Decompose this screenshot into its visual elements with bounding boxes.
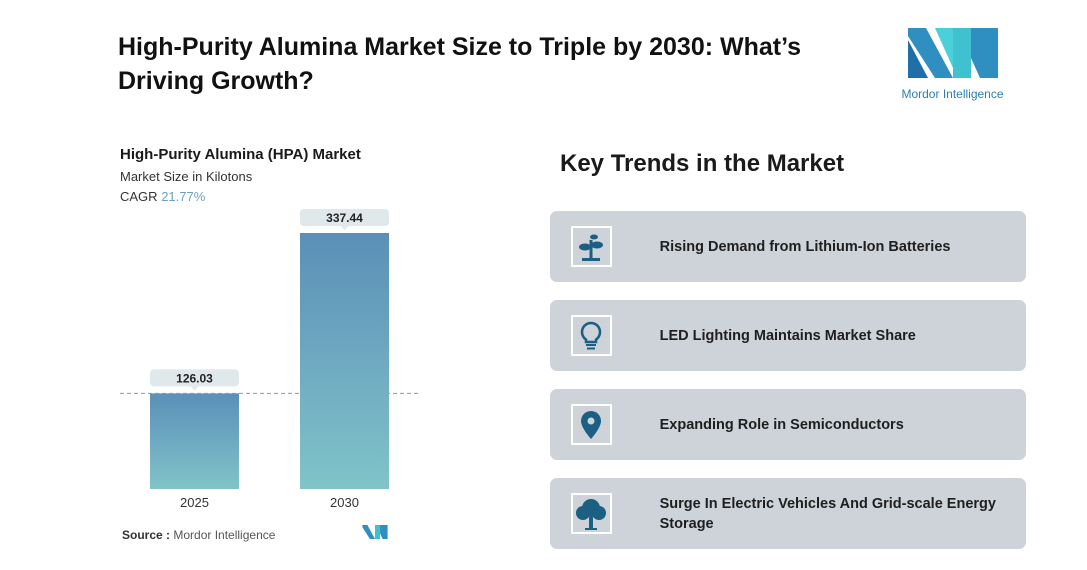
bar bbox=[300, 233, 389, 489]
trend-label: Expanding Role in Semiconductors bbox=[659, 416, 904, 433]
x-tick-label: 2030 bbox=[330, 495, 359, 510]
location-pin-icon bbox=[571, 404, 612, 445]
cagr-value: 21.77% bbox=[161, 189, 206, 204]
bar-chart: 126.03 2025 337.44 2030 bbox=[120, 209, 420, 510]
lightbulb-icon bbox=[571, 315, 612, 356]
mordor-logo-icon bbox=[907, 28, 998, 78]
data-label: 337.44 bbox=[326, 211, 363, 225]
tree-icon bbox=[571, 493, 612, 534]
data-label: 126.03 bbox=[176, 371, 213, 385]
chart-title: High-Purity Alumina (HPA) Market bbox=[120, 146, 361, 163]
chart-subtitle: Market Size in Kilotons bbox=[120, 169, 253, 184]
source: Source : Mordor Intelligence bbox=[122, 528, 275, 542]
x-tick-label: 2025 bbox=[180, 495, 209, 510]
bar bbox=[150, 393, 239, 489]
cagr-label: CAGR bbox=[120, 189, 158, 204]
mordor-small-logo-icon bbox=[362, 525, 388, 539]
trend-card: Expanding Role in Semiconductors bbox=[550, 389, 1026, 460]
data-label-pointer bbox=[190, 386, 199, 391]
trend-label: LED Lighting Maintains Market Share bbox=[659, 327, 916, 344]
data-label-bg bbox=[300, 209, 389, 226]
plant-icon bbox=[571, 226, 612, 267]
source-value: Mordor Intelligence bbox=[173, 528, 276, 542]
logo: Mordor Intelligence bbox=[895, 28, 1010, 101]
trend-card: Rising Demand from Lithium-Ion Batteries bbox=[550, 211, 1026, 282]
trend-card: Surge In Electric Vehicles And Grid-scal… bbox=[550, 478, 1026, 549]
data-label-pointer bbox=[340, 226, 349, 230]
logo-text: Mordor Intelligence bbox=[901, 87, 1004, 101]
data-label-bg bbox=[150, 369, 239, 387]
page-title: High-Purity Alumina Market Size to Tripl… bbox=[118, 33, 802, 95]
cagr: CAGR 21.77% bbox=[120, 189, 205, 204]
trend-label: Rising Demand from Lithium-Ion Batteries bbox=[659, 238, 951, 255]
source-label: Source : bbox=[122, 528, 171, 542]
trend-label: Surge In Electric Vehicles And Grid-scal… bbox=[659, 495, 996, 532]
trend-card: LED Lighting Maintains Market Share bbox=[550, 300, 1026, 371]
key-trends-heading: Key Trends in the Market bbox=[560, 150, 845, 177]
